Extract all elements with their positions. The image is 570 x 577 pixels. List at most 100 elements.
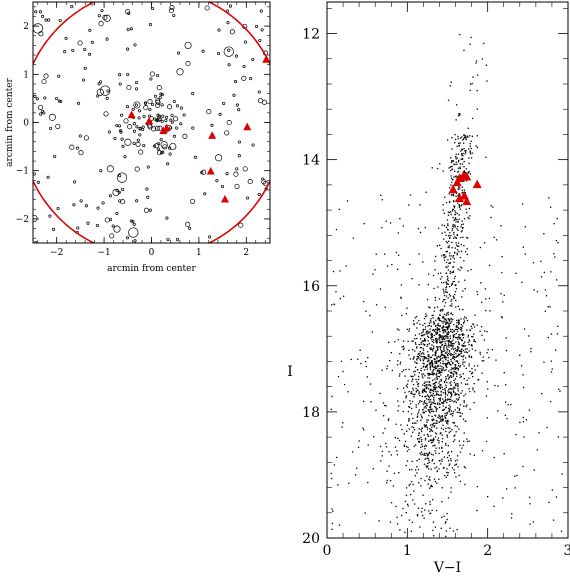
right-star-point (440, 432, 442, 434)
right-star-point (428, 459, 430, 462)
right-highlight-triangle (462, 196, 472, 206)
right-star-point (457, 194, 459, 197)
right-star-point (441, 371, 443, 373)
right-star-point (466, 438, 468, 440)
right-star-point (447, 374, 449, 376)
right-star-point (522, 246, 524, 248)
right-star-point (451, 305, 453, 307)
right-star-point (436, 324, 439, 326)
right-star-point (469, 150, 471, 152)
left-star-point (124, 138, 132, 146)
right-star-point (473, 365, 476, 367)
right-star-point (464, 351, 466, 353)
right-star-point (550, 206, 552, 208)
left-star-point (77, 101, 81, 105)
right-star-point (454, 226, 457, 228)
right-star-point (465, 208, 467, 210)
right-star-point (427, 435, 429, 438)
right-star-point (330, 408, 332, 410)
right-star-point (438, 460, 440, 462)
right-star-point (397, 232, 399, 234)
right-star-point (481, 58, 483, 60)
right-star-point (407, 446, 409, 448)
right-star-point (454, 293, 456, 296)
right-star-point (468, 365, 470, 367)
right-star-point (444, 475, 446, 477)
right-star-point (458, 186, 460, 188)
right-star-point (418, 482, 420, 484)
right-star-point (385, 220, 387, 222)
right-star-point (425, 391, 427, 393)
right-star-point (446, 328, 449, 330)
right-star-point (437, 227, 440, 229)
right-star-point (459, 269, 461, 271)
right-star-point (448, 293, 451, 296)
right-star-point (438, 394, 440, 396)
right-star-point (450, 491, 452, 493)
right-star-point (472, 387, 474, 389)
right-star-point (442, 316, 444, 318)
right-star-point (429, 331, 431, 333)
right-star-point (493, 505, 495, 507)
right-star-point (453, 358, 456, 361)
right-star-point (457, 346, 459, 348)
right-star-point (431, 329, 434, 331)
right-star-point (441, 327, 443, 329)
right-star-point (398, 254, 400, 256)
left-star-point (157, 125, 163, 131)
right-star-point (476, 90, 478, 92)
right-star-point (412, 340, 414, 342)
right-star-point (437, 323, 439, 325)
right-star-point (456, 459, 458, 461)
right-star-point (521, 203, 524, 205)
right-star-point (396, 454, 399, 456)
right-star-point (456, 212, 458, 215)
right-star-point (441, 354, 443, 356)
right-star-point (461, 330, 463, 332)
right-star-point (367, 481, 369, 484)
left-star-point (148, 23, 153, 27)
right-star-point (445, 344, 447, 346)
left-star-point (88, 52, 92, 56)
right-star-point (457, 331, 459, 333)
right-star-point (435, 447, 437, 449)
right-star-point (449, 341, 451, 343)
left-highlight-triangle (220, 194, 229, 203)
right-star-point (445, 399, 447, 401)
right-star-point (441, 487, 443, 489)
right-star-point (406, 460, 409, 462)
left-star-point (77, 40, 83, 46)
left-star-point (116, 172, 128, 183)
right-star-point (417, 468, 420, 471)
right-star-point (432, 392, 434, 395)
right-star-point (445, 256, 447, 258)
right-star-point (441, 282, 443, 284)
right-star-point (435, 351, 437, 353)
right-star-point (439, 309, 441, 311)
left-star-point (153, 117, 157, 121)
right-star-point (540, 276, 543, 278)
right-star-point (456, 145, 458, 147)
right-star-point (451, 429, 453, 431)
right-star-point (454, 142, 456, 144)
right-star-point (461, 192, 463, 194)
right-star-point (469, 43, 471, 45)
right-star-point (451, 331, 453, 334)
right-star-point (427, 325, 429, 327)
right-star-point (422, 358, 424, 360)
right-star-point (408, 349, 410, 351)
right-star-point (417, 357, 419, 359)
right-star-point (528, 335, 530, 337)
right-star-point (434, 353, 436, 355)
right-star-point (386, 365, 389, 367)
right-star-point (443, 356, 446, 358)
right-star-point (427, 343, 429, 346)
right-star-point (458, 251, 460, 253)
right-star-point (444, 412, 446, 415)
right-star-point (415, 404, 417, 406)
right-star-point (442, 317, 444, 319)
right-star-point (462, 223, 464, 225)
left-star-point (217, 28, 221, 32)
right-star-point (448, 332, 450, 334)
right-star-point (450, 318, 452, 320)
